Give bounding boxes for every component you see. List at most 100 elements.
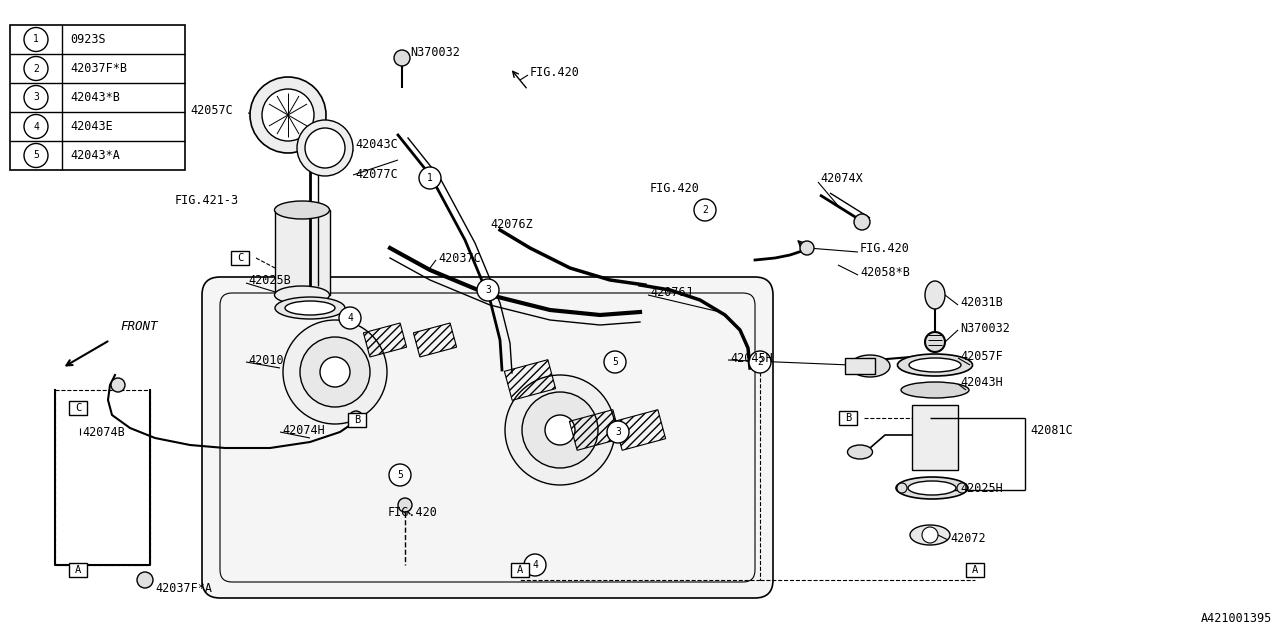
Circle shape — [607, 421, 628, 443]
Text: 42058*B: 42058*B — [860, 266, 910, 278]
Bar — [511, 563, 529, 577]
Text: 42043E: 42043E — [70, 120, 113, 133]
Circle shape — [305, 128, 346, 168]
Circle shape — [604, 351, 626, 373]
Text: 42057F: 42057F — [960, 349, 1002, 362]
Ellipse shape — [897, 354, 973, 376]
Circle shape — [283, 320, 387, 424]
Text: 5: 5 — [33, 150, 38, 161]
Text: A: A — [972, 565, 978, 575]
Circle shape — [922, 527, 938, 543]
Circle shape — [262, 89, 314, 141]
Circle shape — [24, 28, 49, 51]
Text: N370032: N370032 — [410, 45, 460, 58]
Text: 42025H: 42025H — [960, 481, 1002, 495]
Text: 42076J: 42076J — [650, 285, 692, 298]
Text: 42081C: 42081C — [1030, 424, 1073, 436]
Text: 3: 3 — [33, 93, 38, 102]
Text: 42074B: 42074B — [82, 426, 124, 438]
Circle shape — [137, 572, 154, 588]
Bar — [69, 401, 87, 415]
Text: 2: 2 — [701, 205, 708, 215]
Circle shape — [339, 307, 361, 329]
Ellipse shape — [910, 525, 950, 545]
Text: 42072: 42072 — [950, 531, 986, 545]
Circle shape — [349, 411, 364, 425]
Text: 42037C: 42037C — [438, 252, 481, 264]
Circle shape — [24, 56, 49, 81]
Text: 42076Z: 42076Z — [490, 218, 532, 232]
Text: FIG.420: FIG.420 — [860, 241, 910, 255]
Text: 42074X: 42074X — [820, 172, 863, 184]
Circle shape — [477, 279, 499, 301]
Ellipse shape — [909, 358, 961, 372]
Text: B: B — [845, 413, 851, 423]
Bar — [275, 210, 330, 295]
Circle shape — [522, 392, 598, 468]
Circle shape — [398, 498, 412, 512]
Circle shape — [545, 415, 575, 445]
Text: 42025B: 42025B — [248, 273, 291, 287]
Circle shape — [250, 77, 326, 153]
Text: 4: 4 — [347, 313, 353, 323]
Circle shape — [389, 464, 411, 486]
Text: 42010: 42010 — [248, 353, 284, 367]
Circle shape — [524, 554, 547, 576]
Text: A: A — [517, 565, 524, 575]
Text: FIG.420: FIG.420 — [530, 65, 580, 79]
Text: 4: 4 — [33, 122, 38, 131]
Text: A421001395: A421001395 — [1201, 612, 1272, 625]
Text: 42043H: 42043H — [960, 376, 1002, 388]
Text: FIG.421-3: FIG.421-3 — [175, 193, 239, 207]
Ellipse shape — [275, 297, 346, 319]
Text: 2: 2 — [756, 357, 763, 367]
Circle shape — [24, 143, 49, 168]
Ellipse shape — [896, 477, 968, 499]
Text: 42037F*A: 42037F*A — [155, 582, 212, 595]
Text: 42057C: 42057C — [189, 104, 233, 116]
Text: C: C — [237, 253, 243, 263]
Circle shape — [800, 241, 814, 255]
Text: 3: 3 — [485, 285, 492, 295]
Bar — [840, 411, 856, 425]
Circle shape — [749, 351, 771, 373]
Ellipse shape — [850, 355, 890, 377]
Text: 1: 1 — [428, 173, 433, 183]
Circle shape — [24, 86, 49, 109]
Text: FIG.420: FIG.420 — [650, 182, 700, 195]
Text: 42043*B: 42043*B — [70, 91, 120, 104]
Text: 2: 2 — [33, 63, 38, 74]
Text: A: A — [74, 565, 81, 575]
Circle shape — [897, 483, 908, 493]
Ellipse shape — [908, 481, 956, 495]
Ellipse shape — [274, 201, 329, 219]
Circle shape — [297, 120, 353, 176]
Ellipse shape — [285, 301, 335, 315]
Text: 42043C: 42043C — [355, 138, 398, 152]
Text: 1: 1 — [33, 35, 38, 45]
Text: N370032: N370032 — [960, 321, 1010, 335]
Text: 0923S: 0923S — [70, 33, 106, 46]
Circle shape — [957, 483, 966, 493]
Text: 42043*A: 42043*A — [70, 149, 120, 162]
Circle shape — [24, 115, 49, 138]
Bar — [966, 563, 984, 577]
Circle shape — [394, 50, 410, 66]
Bar — [348, 413, 366, 428]
Circle shape — [419, 167, 442, 189]
Ellipse shape — [274, 286, 329, 304]
Circle shape — [320, 357, 349, 387]
Text: 42045H: 42045H — [730, 351, 773, 365]
Ellipse shape — [847, 445, 873, 459]
Circle shape — [925, 332, 945, 352]
Text: 42074H: 42074H — [282, 424, 325, 436]
Text: FRONT: FRONT — [120, 320, 157, 333]
Text: FIG.420: FIG.420 — [388, 506, 438, 518]
Circle shape — [506, 375, 614, 485]
Circle shape — [111, 378, 125, 392]
FancyBboxPatch shape — [202, 277, 773, 598]
Text: 42037F*B: 42037F*B — [70, 62, 127, 75]
Circle shape — [854, 214, 870, 230]
Text: C: C — [74, 403, 81, 413]
Text: B: B — [353, 415, 360, 425]
